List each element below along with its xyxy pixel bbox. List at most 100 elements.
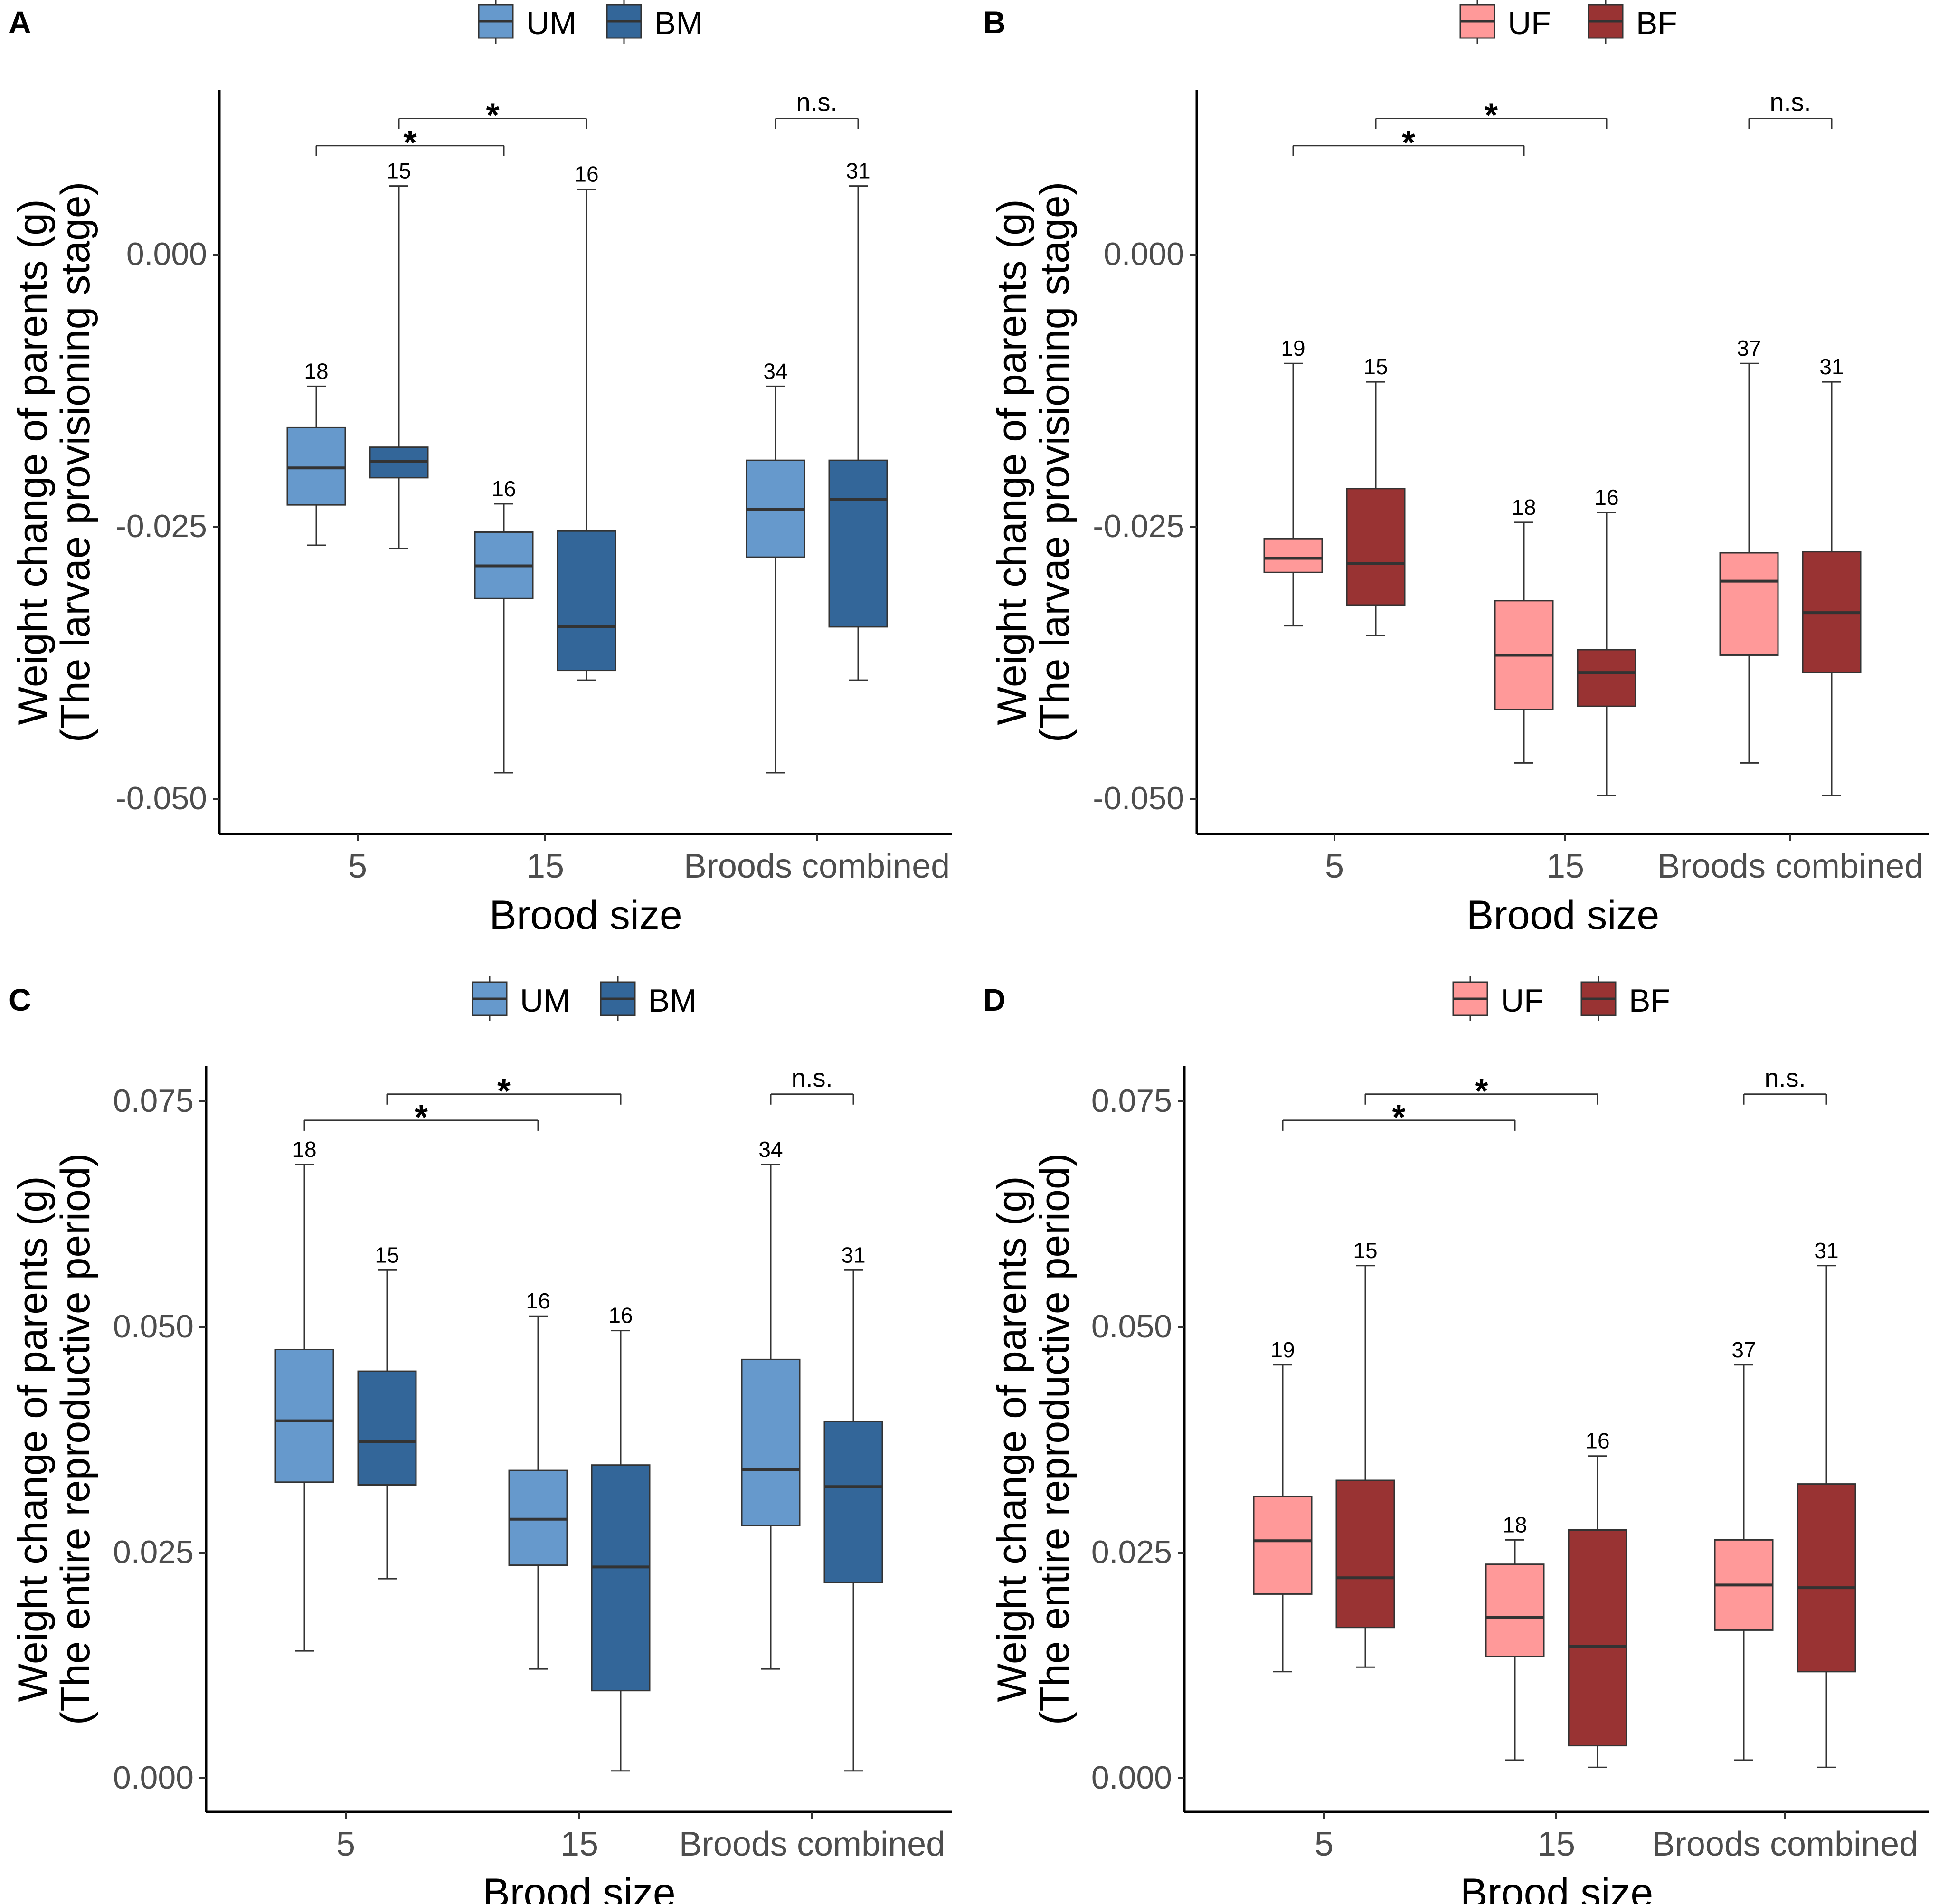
x-tick-label: 5 — [348, 847, 367, 885]
y-axis-title-line2: (The entire reproductive period) — [1032, 1153, 1078, 1725]
bracket-label: * — [415, 1099, 428, 1137]
y-axis-title-line2: (The larvae provisioning stage) — [53, 182, 98, 743]
box-iqr — [1719, 552, 1779, 656]
legend-key — [478, 0, 514, 44]
y-axis-title-line1: Weight change of parents (g) — [10, 1176, 56, 1702]
box-UF-15: 18 — [1494, 495, 1554, 764]
box-iqr — [1577, 649, 1636, 707]
box-UM-broods-combined: 34 — [741, 1137, 801, 1670]
sample-size-label: 37 — [1737, 336, 1761, 360]
significance-bracket: * — [1364, 1072, 1598, 1110]
box-iqr — [591, 1464, 651, 1692]
x-tick-label: Broods combined — [679, 1825, 945, 1863]
legend-key — [600, 976, 636, 1021]
legend: UM BM — [472, 976, 697, 1021]
box-BM-broods-combined: 31 — [828, 159, 888, 681]
box-BF-5: 15 — [1346, 354, 1406, 636]
bracket-label: n.s. — [796, 88, 837, 117]
box-iqr — [1346, 488, 1406, 606]
x-tick-label: 15 — [526, 847, 564, 885]
bracket-label: * — [1475, 1072, 1488, 1110]
y-tick-label: 0.050 — [113, 1308, 194, 1345]
y-tick-label: 0.025 — [1091, 1534, 1172, 1570]
sample-size-label: 18 — [1503, 1512, 1527, 1537]
sample-size-label: 31 — [1819, 354, 1844, 379]
y-axis-title: Weight change of parents (g)(The larvae … — [10, 182, 98, 743]
sample-size-label: 15 — [387, 159, 411, 183]
box-iqr — [1797, 1483, 1856, 1673]
box-BM-15: 16 — [557, 161, 616, 681]
sample-size-label: 31 — [1814, 1238, 1838, 1263]
significance-bracket: n.s. — [775, 88, 859, 129]
bracket-label: n.s. — [1769, 88, 1811, 117]
sample-size-label: 19 — [1281, 336, 1305, 360]
panel-letter: C — [9, 982, 31, 1017]
box-iqr — [286, 426, 346, 506]
box-iqr — [741, 1358, 801, 1526]
box-BM-broods-combined: 31 — [823, 1242, 883, 1772]
bracket-label: * — [403, 124, 416, 162]
panel-letter: D — [983, 982, 1006, 1017]
sample-size-label: 16 — [1585, 1429, 1609, 1453]
sample-size-label: 16 — [526, 1288, 550, 1313]
legend-label: BF — [1629, 983, 1670, 1019]
x-tick-label: 15 — [1537, 1825, 1575, 1863]
sample-size-label: 37 — [1731, 1337, 1756, 1362]
y-tick-label: -0.025 — [1093, 508, 1184, 544]
box-UM-15: 16 — [474, 476, 534, 774]
x-tick-label: 15 — [1546, 847, 1584, 885]
box-UF-15: 18 — [1485, 1512, 1545, 1761]
box-BM-5: 15 — [369, 159, 429, 549]
bracket-label: n.s. — [791, 1064, 832, 1092]
y-tick-label: -0.025 — [115, 508, 207, 544]
box-UM-5: 18 — [274, 1137, 334, 1652]
bracket-label: * — [1392, 1099, 1405, 1137]
significance-bracket: * — [398, 97, 587, 135]
box-iqr — [1568, 1529, 1627, 1747]
y-tick-label: 0.000 — [126, 236, 207, 272]
box-BM-5: 15 — [357, 1242, 417, 1580]
x-tick-label: Broods combined — [684, 847, 950, 885]
sample-size-label: 15 — [1353, 1238, 1377, 1263]
x-axis-title: Brood size — [482, 1870, 675, 1904]
sample-size-label: 16 — [492, 476, 516, 501]
sample-size-label: 16 — [574, 161, 598, 186]
significance-bracket: * — [303, 1099, 539, 1137]
y-tick-label: 0.075 — [1091, 1083, 1172, 1119]
panel-A: A -0.050 -0.025 0.000 5 15 Broods combinedBroo… — [9, 0, 952, 938]
box-BF-broods-combined: 31 — [1797, 1238, 1856, 1768]
sample-size-label: 18 — [1512, 495, 1536, 520]
x-axis-title: Brood size — [1466, 892, 1659, 938]
legend-label: UF — [1508, 5, 1551, 41]
significance-bracket: * — [1292, 124, 1525, 162]
y-tick-label: -0.050 — [1093, 780, 1184, 816]
legend-key — [1580, 976, 1617, 1021]
legend-key — [1452, 976, 1488, 1021]
box-UM-5: 18 — [286, 359, 346, 546]
sample-size-label: 19 — [1270, 1337, 1295, 1362]
sample-size-label: 18 — [304, 359, 328, 383]
box-iqr — [357, 1370, 417, 1486]
box-iqr — [823, 1421, 883, 1583]
y-tick-label: 0.000 — [1104, 236, 1184, 272]
sample-size-label: 15 — [375, 1242, 399, 1267]
y-axis-title: Weight change of parents (g)(The entire … — [10, 1153, 98, 1725]
box-UF-broods-combined: 37 — [1719, 336, 1779, 764]
box-iqr — [274, 1349, 334, 1483]
sample-size-label: 16 — [1594, 485, 1618, 510]
significance-bracket: n.s. — [1743, 1064, 1827, 1105]
y-axis-title-line2: (The larvae provisioning stage) — [1032, 182, 1078, 743]
panel-B: B -0.050 -0.025 0.000 5 15 Broods combined Broo… — [983, 0, 1929, 938]
legend: UF BF — [1459, 0, 1677, 44]
box-BF-15: 16 — [1577, 485, 1636, 796]
significance-bracket: * — [315, 124, 505, 162]
x-tick-label: 5 — [1325, 847, 1344, 885]
y-axis-title-line2: (The entire reproductive period) — [53, 1153, 98, 1725]
y-tick-label: 0.000 — [1091, 1760, 1172, 1796]
box-iqr — [557, 530, 616, 672]
y-axis-title-line1: Weight change of parents (g) — [989, 199, 1035, 725]
sample-size-label: 16 — [608, 1303, 633, 1328]
panel-D: D 0.000 0.025 0.050 0.075 5 15 Broods combined B… — [983, 976, 1929, 1904]
y-axis-title-line1: Weight change of parents (g) — [989, 1176, 1035, 1702]
